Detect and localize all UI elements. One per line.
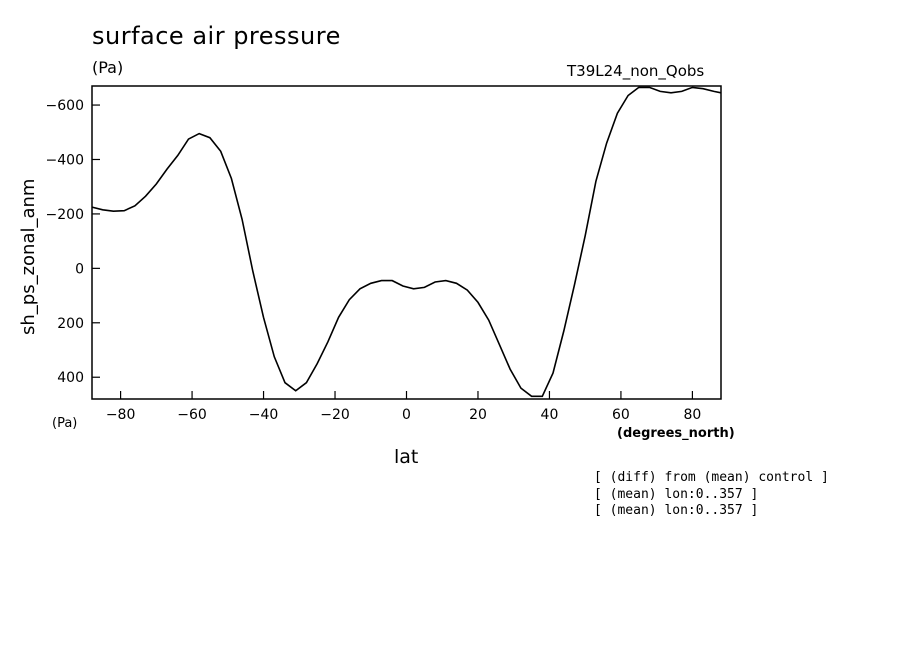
series-line <box>91 86 722 398</box>
x-tick-label: 20 <box>469 407 487 423</box>
x-axis-ticks: −80 −60 −40 −20 0 20 40 60 80 <box>106 391 701 423</box>
x-tick-label: 80 <box>683 407 701 423</box>
y-axis-ticks: −600 −400 −200 0 200 400 <box>46 98 100 386</box>
y-tick-label: 400 <box>57 370 84 386</box>
note-diff: [ (diff) from (mean) control ] <box>594 470 829 485</box>
x-tick-label: 40 <box>541 407 559 423</box>
note-mean-lon-2: [ (mean) lon:0..357 ] <box>594 503 759 518</box>
y-axis-unit: (Pa) <box>52 416 78 431</box>
x-tick-label: −60 <box>177 407 207 423</box>
chart-title: surface air pressure <box>92 22 341 50</box>
x-axis-unit: (degrees_north) <box>617 426 735 441</box>
y-tick-label: −200 <box>46 207 84 223</box>
y-tick-label: −400 <box>46 152 84 168</box>
y-tick-label: 0 <box>75 261 84 277</box>
chart-units: (Pa) <box>92 58 124 77</box>
x-tick-label: −40 <box>249 407 279 423</box>
x-tick-label: −20 <box>320 407 350 423</box>
run-label: T39L24_non_Qobs <box>567 62 705 80</box>
x-axis-label: lat <box>394 446 419 468</box>
x-tick-label: 0 <box>402 407 411 423</box>
x-tick-label: 60 <box>612 407 630 423</box>
y-tick-label: 200 <box>57 316 84 332</box>
x-tick-label: −80 <box>106 407 136 423</box>
y-tick-label: −600 <box>46 98 84 114</box>
plot-frame <box>91 85 722 400</box>
note-mean-lon-1: [ (mean) lon:0..357 ] <box>594 487 759 502</box>
